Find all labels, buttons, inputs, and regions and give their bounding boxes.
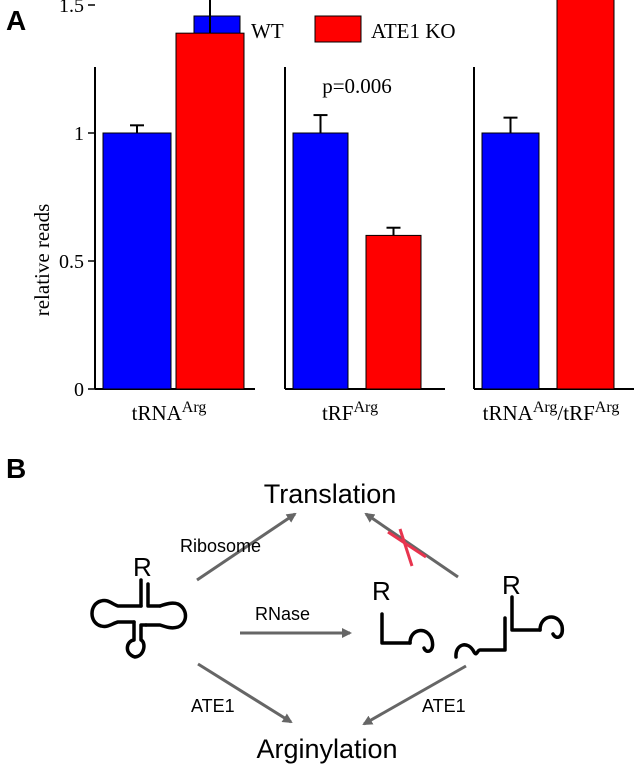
arrow-ate1-right xyxy=(362,664,467,726)
arrow-ribosome xyxy=(196,512,297,582)
trf-fragment-icon xyxy=(380,612,435,653)
blocked-cross-icon xyxy=(387,528,427,567)
arginylation-label: Arginylation xyxy=(256,734,397,764)
x-label-superscript: Arg xyxy=(182,399,207,416)
legend-label-ko: ATE1 KO xyxy=(371,19,456,43)
panel-b: B Translation Arginylation Ribosome RNas… xyxy=(6,453,565,764)
rnase-label: RNase xyxy=(255,604,310,624)
subplot-trna: p=0.05tRNAArg xyxy=(94,0,255,425)
x-label-text: tRNA xyxy=(132,401,183,425)
ate1-left-label: ATE1 xyxy=(191,696,235,716)
subplot-ratio: p=0.002tRNAArg/tRFArg xyxy=(473,0,634,425)
arrow-blocked-translation xyxy=(364,512,459,579)
translation-label: Translation xyxy=(264,479,397,509)
x-label-superscript: Arg xyxy=(533,399,558,416)
arrow-ate1-left xyxy=(197,662,293,724)
subplot-trf: p=0.006 tRFArg xyxy=(284,67,445,425)
y-tick-label: 0.5 xyxy=(59,251,84,273)
y-axis-label: relative reads xyxy=(30,204,54,317)
x-label-text: /tRF xyxy=(557,401,594,425)
legend-label-wt: WT xyxy=(251,19,284,43)
trna-cloverleaf-icon xyxy=(90,578,188,659)
r-mid-label: R xyxy=(372,576,391,606)
panel-b-label: B xyxy=(6,453,26,484)
x-axis-label: tRFArg xyxy=(322,399,378,425)
bar-wt xyxy=(102,132,172,390)
x-axis-label: tRNAArg/tRFArg xyxy=(483,399,620,425)
panel-a: A WT ATE1 KO relative reads 00.511.522.5… xyxy=(6,0,634,425)
legend-swatch-ko xyxy=(314,15,362,43)
bar-ko xyxy=(175,32,245,390)
p-value-label: p=0.006 xyxy=(322,74,392,98)
x-label-superscript: Arg xyxy=(353,399,378,416)
bar-ko xyxy=(365,234,422,390)
x-label-text: tRNA xyxy=(483,401,534,425)
y-tick-label: 0 xyxy=(74,379,84,401)
x-label-superscript: Arg xyxy=(595,399,620,416)
legend: WT ATE1 KO xyxy=(193,15,456,43)
y-tick-label: 1.5 xyxy=(59,0,84,17)
r-left-label: R xyxy=(133,552,152,582)
bar-wt xyxy=(292,132,349,390)
bar-wt xyxy=(481,132,540,390)
r-right-label: R xyxy=(502,570,521,600)
x-label-text: tRF xyxy=(322,401,354,425)
y-tick-label: 1 xyxy=(74,123,84,145)
ribosome-label: Ribosome xyxy=(180,536,261,556)
cleaved-trna-icon xyxy=(454,595,565,659)
ate1-right-label: ATE1 xyxy=(422,696,466,716)
y-axis: 00.511.522.5 xyxy=(59,0,95,401)
x-axis-label: tRNAArg xyxy=(132,399,207,425)
bar-ko xyxy=(556,0,615,390)
panel-a-label: A xyxy=(6,5,26,36)
